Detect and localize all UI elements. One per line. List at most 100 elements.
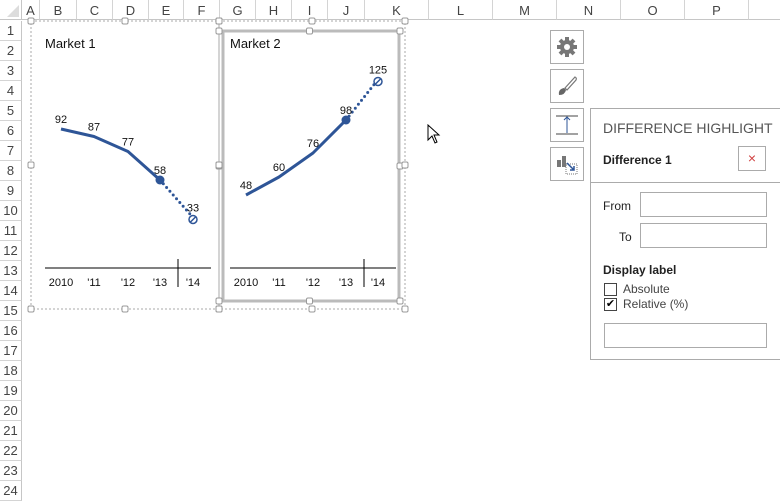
resize-handle[interactable] bbox=[121, 17, 129, 25]
data-label: 60 bbox=[273, 162, 285, 174]
column-header[interactable]: N bbox=[557, 0, 621, 20]
column-header[interactable]: D bbox=[113, 0, 149, 20]
row-header[interactable]: 15 bbox=[0, 301, 22, 321]
column-header[interactable]: M bbox=[493, 0, 557, 20]
level-line-icon bbox=[556, 115, 578, 135]
to-input[interactable] bbox=[640, 223, 767, 248]
row-header[interactable]: 9 bbox=[0, 181, 22, 201]
row-header[interactable]: 11 bbox=[0, 221, 22, 241]
brush-icon bbox=[558, 76, 577, 95]
row-header[interactable]: 18 bbox=[0, 361, 22, 381]
row-header[interactable]: 14 bbox=[0, 281, 22, 301]
resize-handle[interactable] bbox=[401, 17, 409, 25]
row-header[interactable]: 2 bbox=[0, 41, 22, 61]
divider bbox=[591, 182, 780, 183]
row-header[interactable]: 19 bbox=[0, 381, 22, 401]
series-line bbox=[60, 127, 161, 182]
row-header[interactable]: 5 bbox=[0, 101, 22, 121]
to-label: To bbox=[619, 230, 632, 244]
resize-handle[interactable] bbox=[308, 305, 316, 313]
resize-handle[interactable] bbox=[396, 27, 404, 35]
column-header[interactable]: K bbox=[365, 0, 429, 20]
resize-handle[interactable] bbox=[121, 305, 129, 313]
resize-handle[interactable] bbox=[215, 17, 223, 25]
row-header[interactable]: 7 bbox=[0, 141, 22, 161]
column-header[interactable]: L bbox=[429, 0, 493, 20]
x-tick-label: '11 bbox=[272, 277, 286, 289]
series-line bbox=[245, 118, 348, 197]
row-header[interactable]: 8 bbox=[0, 161, 22, 181]
column-header[interactable]: H bbox=[256, 0, 292, 20]
x-tick-label: '13 bbox=[153, 277, 167, 289]
delete-difference-button[interactable]: × bbox=[738, 146, 766, 171]
relative-checkbox[interactable]: ✔ bbox=[604, 298, 617, 311]
resize-handle[interactable] bbox=[308, 17, 316, 25]
column-header[interactable]: G bbox=[220, 0, 256, 20]
row-header[interactable]: 10 bbox=[0, 201, 22, 221]
forecast-line bbox=[344, 78, 380, 122]
forecast-point-hatch bbox=[189, 215, 197, 224]
difference-item-label: Difference 1 bbox=[603, 153, 672, 167]
data-label: 76 bbox=[307, 138, 319, 150]
resize-handle[interactable] bbox=[27, 305, 35, 313]
difference-button[interactable] bbox=[550, 147, 584, 181]
forecast-point-hatch bbox=[374, 77, 382, 86]
from-label: From bbox=[603, 199, 631, 213]
settings-button[interactable] bbox=[550, 30, 584, 64]
row-header[interactable]: 17 bbox=[0, 341, 22, 361]
column-header[interactable]: F bbox=[184, 0, 220, 20]
resize-handle[interactable] bbox=[401, 305, 409, 313]
row-header[interactable]: 3 bbox=[0, 61, 22, 81]
forecast-line bbox=[158, 178, 195, 219]
resize-handle[interactable] bbox=[401, 161, 409, 169]
difference-arrow-icon bbox=[557, 156, 578, 175]
label-text-input[interactable] bbox=[604, 323, 767, 348]
column-header[interactable]: J bbox=[328, 0, 365, 20]
chart-title: Market 1 bbox=[45, 36, 96, 51]
chart-frame-market-1[interactable] bbox=[30, 20, 220, 310]
resize-handle[interactable] bbox=[396, 297, 404, 305]
absolute-checkbox[interactable] bbox=[604, 283, 617, 296]
row-header[interactable]: 20 bbox=[0, 401, 22, 421]
x-tick-label: '11 bbox=[87, 277, 101, 289]
column-header[interactable]: E bbox=[149, 0, 184, 20]
resize-handle[interactable] bbox=[27, 161, 35, 169]
row-header[interactable]: 23 bbox=[0, 461, 22, 481]
resize-handle[interactable] bbox=[215, 297, 223, 305]
resize-handle[interactable] bbox=[215, 305, 223, 313]
x-tick-label: '14 bbox=[371, 277, 385, 289]
x-tick-label: 2010 bbox=[234, 277, 258, 289]
data-label: 58 bbox=[154, 165, 166, 177]
x-tick-label: '13 bbox=[339, 277, 353, 289]
row-header[interactable]: 22 bbox=[0, 441, 22, 461]
column-header[interactable] bbox=[749, 0, 780, 20]
data-label: 87 bbox=[88, 122, 100, 134]
level-line-button[interactable] bbox=[550, 108, 584, 142]
data-label: 77 bbox=[122, 137, 134, 149]
resize-handle[interactable] bbox=[215, 161, 223, 169]
style-button[interactable] bbox=[550, 69, 584, 103]
row-header[interactable]: 13 bbox=[0, 261, 22, 281]
data-label: 98 bbox=[340, 105, 352, 117]
row-header[interactable]: 12 bbox=[0, 241, 22, 261]
column-header[interactable]: B bbox=[40, 0, 77, 20]
row-header[interactable]: 1 bbox=[0, 21, 22, 41]
row-header[interactable]: 4 bbox=[0, 81, 22, 101]
chart-title: Market 2 bbox=[230, 36, 281, 51]
resize-handle[interactable] bbox=[306, 297, 313, 305]
column-header[interactable]: O bbox=[621, 0, 685, 20]
row-header[interactable]: 16 bbox=[0, 321, 22, 341]
resize-handle[interactable] bbox=[306, 27, 313, 35]
gear-icon bbox=[557, 37, 577, 57]
resize-handle[interactable] bbox=[215, 27, 223, 35]
row-header[interactable]: 21 bbox=[0, 421, 22, 441]
from-input[interactable] bbox=[640, 192, 767, 217]
data-point bbox=[155, 175, 165, 185]
resize-handle[interactable] bbox=[27, 17, 35, 25]
relative-label: Relative (%) bbox=[623, 297, 689, 311]
column-header[interactable]: P bbox=[685, 0, 749, 20]
select-all-corner[interactable] bbox=[0, 0, 22, 20]
data-label: 33 bbox=[187, 203, 199, 215]
column-header[interactable]: C bbox=[77, 0, 113, 20]
row-header[interactable]: 6 bbox=[0, 121, 22, 141]
